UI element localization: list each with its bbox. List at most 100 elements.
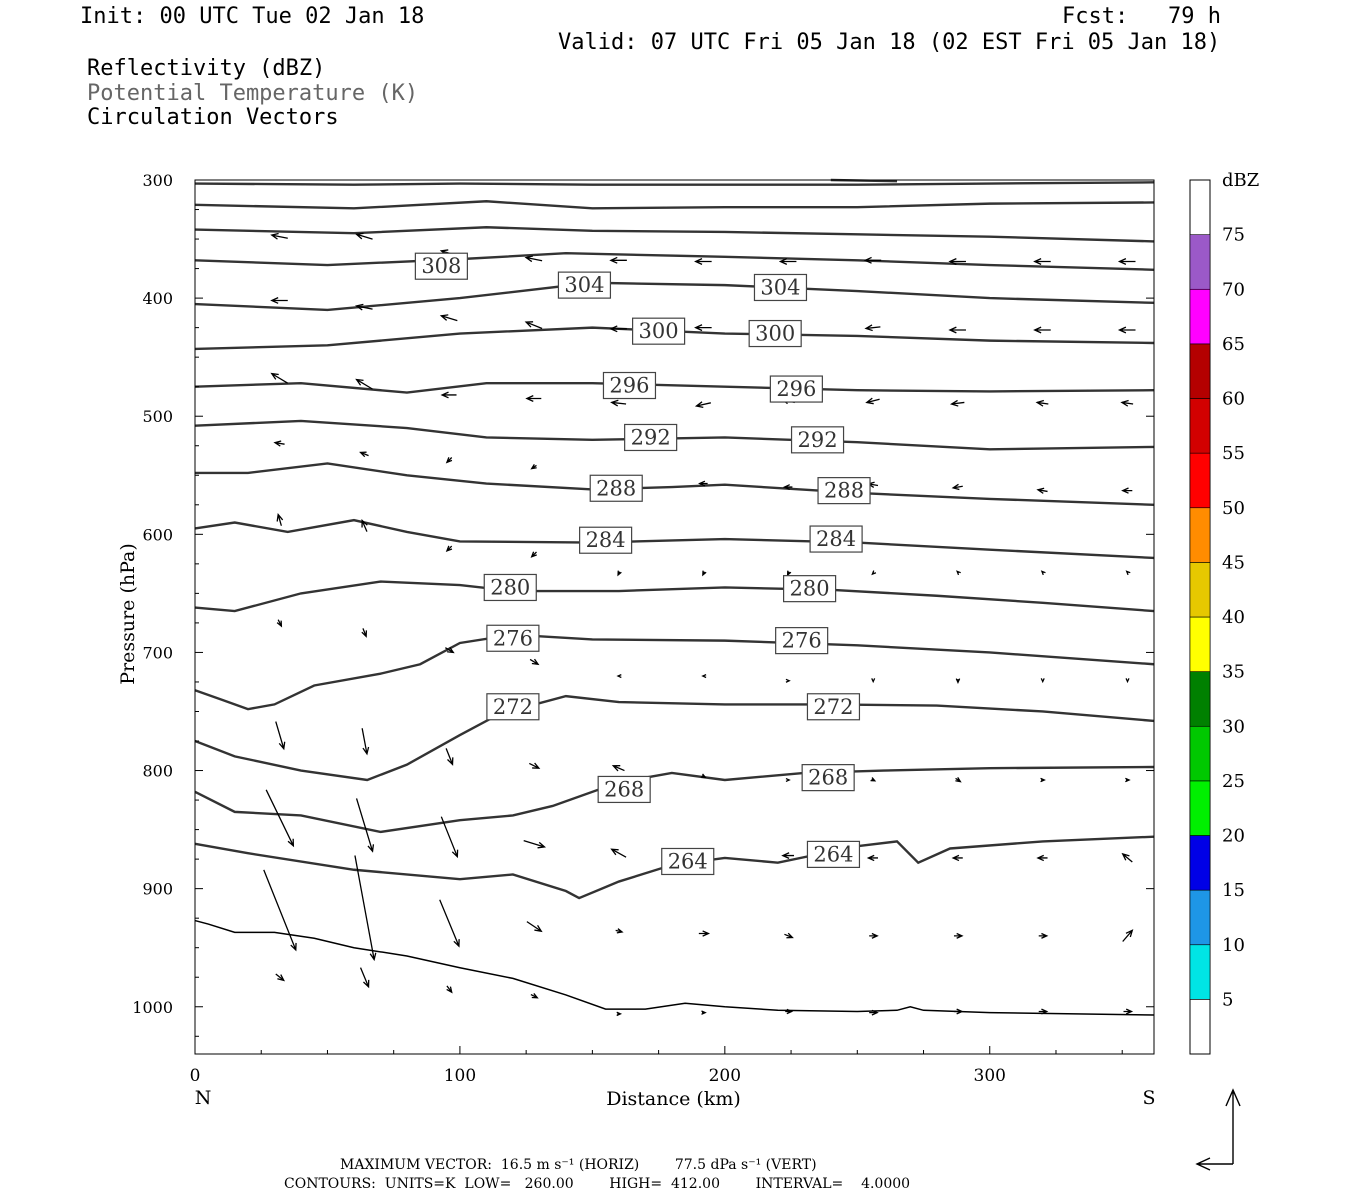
circulation-vector xyxy=(956,570,961,576)
y-tick-label: 900 xyxy=(142,880,173,899)
circulation-vector xyxy=(869,1009,879,1016)
circulation-vector xyxy=(1033,326,1051,334)
circulation-vector xyxy=(1120,399,1134,407)
isentrope-label: 296 xyxy=(776,377,816,401)
isentrope-label-box xyxy=(579,526,633,554)
isentrope-label: 304 xyxy=(564,273,604,297)
colorbar-swatch xyxy=(1189,944,1211,1000)
isentrope-292 xyxy=(194,419,1155,451)
isentrope-288 xyxy=(195,462,1155,506)
isentrope-296 xyxy=(194,381,1155,394)
colorbar-swatch xyxy=(1189,234,1211,290)
plot-frame xyxy=(194,179,1155,1055)
circulation-vector xyxy=(359,967,370,989)
circulation-vector xyxy=(611,765,625,772)
circulation-vector xyxy=(276,513,284,526)
isentrope-268 xyxy=(194,765,1155,834)
isentrope-label: 272 xyxy=(493,695,533,719)
circulation-vector xyxy=(355,798,375,853)
circulation-vector xyxy=(785,777,791,783)
isentrope-label-box xyxy=(414,252,468,280)
circulation-vector xyxy=(694,324,712,332)
circulation-vector xyxy=(869,932,879,939)
circulation-vector xyxy=(270,232,288,240)
x-axis-label: Distance (km) xyxy=(606,1088,741,1110)
circulation-vector xyxy=(1040,678,1045,684)
isentrope-label: 292 xyxy=(798,428,838,452)
isentrope-276 xyxy=(194,633,1155,711)
isentrope-label: 264 xyxy=(813,842,853,866)
circulation-vector xyxy=(444,646,455,654)
circulation-vector xyxy=(701,674,707,679)
isentrope-320 xyxy=(194,181,1155,186)
circulation-vector xyxy=(524,255,543,263)
y-tick-label: 1000 xyxy=(132,998,173,1017)
circulation-vector xyxy=(361,518,368,532)
circulation-vector xyxy=(784,932,794,939)
isentrope-label-box xyxy=(775,627,829,655)
circulation-vector xyxy=(355,378,373,390)
isentrope-label: 300 xyxy=(755,322,795,346)
init-time: Init: 00 UTC Tue 02 Jan 18 xyxy=(80,4,425,29)
circulation-vector xyxy=(523,839,547,849)
colorbar-level-label: 15 xyxy=(1222,880,1245,901)
x-tick-label: 0 xyxy=(190,1066,201,1086)
ground-profile xyxy=(194,919,1155,1016)
field-potential-temperature: Potential Temperature (K) xyxy=(87,81,419,106)
isentrope-label: 280 xyxy=(790,577,830,601)
circulation-vector xyxy=(530,993,539,999)
circulation-vector xyxy=(694,258,712,265)
circulation-vector xyxy=(361,628,368,638)
isentrope-label-box xyxy=(486,624,540,652)
colorbar-swatch xyxy=(1189,780,1211,836)
circulation-vector xyxy=(694,401,711,409)
isentrope-label: 264 xyxy=(668,849,708,873)
circulation-vector xyxy=(273,440,285,447)
field-reflectivity: Reflectivity (dBZ) xyxy=(87,56,326,81)
reference-vector-vertical xyxy=(1225,1088,1241,1164)
circulation-vector xyxy=(610,399,627,407)
isentrope-label: 288 xyxy=(824,479,864,503)
circulation-vector xyxy=(359,451,369,458)
circulation-vector xyxy=(1125,570,1131,576)
circulation-vector xyxy=(1117,326,1136,334)
isentrope-280 xyxy=(194,580,1155,613)
max-vector-note: MAXIMUM VECTOR: 16.5 m s⁻¹ (HORIZ) 77.5 … xyxy=(340,1157,817,1173)
circulation-vector xyxy=(1040,570,1046,576)
colorbar-swatch xyxy=(1189,616,1211,672)
circulation-vector xyxy=(439,899,460,948)
circulation-vector xyxy=(275,973,286,982)
circulation-vector xyxy=(951,854,963,862)
circulation-vector xyxy=(439,314,458,322)
colorbar-level-label: 55 xyxy=(1222,443,1245,464)
isentrope-label-box xyxy=(806,693,861,721)
circulation-vector xyxy=(786,570,792,577)
circulation-vector xyxy=(871,678,876,684)
y-tick-label: 400 xyxy=(142,289,173,308)
circulation-vector xyxy=(700,773,707,778)
colorbar-level-label: 25 xyxy=(1222,771,1245,792)
circulation-vector xyxy=(263,869,297,952)
colorbar-level-label: 75 xyxy=(1222,225,1245,246)
circulation-vector xyxy=(445,545,453,553)
isentrope-308 xyxy=(194,252,1155,271)
circulation-vector xyxy=(617,570,622,577)
circulation-vector xyxy=(863,256,882,264)
circulation-vector xyxy=(698,480,708,487)
circulation-vector xyxy=(529,658,540,666)
circulation-vector xyxy=(1033,258,1051,265)
circulation-vector xyxy=(953,932,964,939)
isentrope-label: 276 xyxy=(493,626,533,650)
circulation-vector xyxy=(864,324,881,332)
isentrope-label-box xyxy=(486,693,540,721)
circulation-vector xyxy=(1036,487,1048,494)
colorbar-level-label: 10 xyxy=(1222,935,1245,956)
contour-info: CONTOURS: UNITS=K LOW= 260.00 HIGH= 412.… xyxy=(284,1176,911,1192)
isentrope-label-box xyxy=(809,525,863,553)
isentrope-label: 292 xyxy=(631,425,671,449)
circulation-vector xyxy=(525,395,542,402)
colorbar-swatch xyxy=(1189,671,1211,727)
colorbar-level-label: 40 xyxy=(1222,607,1245,628)
circulation-vector xyxy=(276,619,283,628)
circulation-vector xyxy=(526,921,543,933)
